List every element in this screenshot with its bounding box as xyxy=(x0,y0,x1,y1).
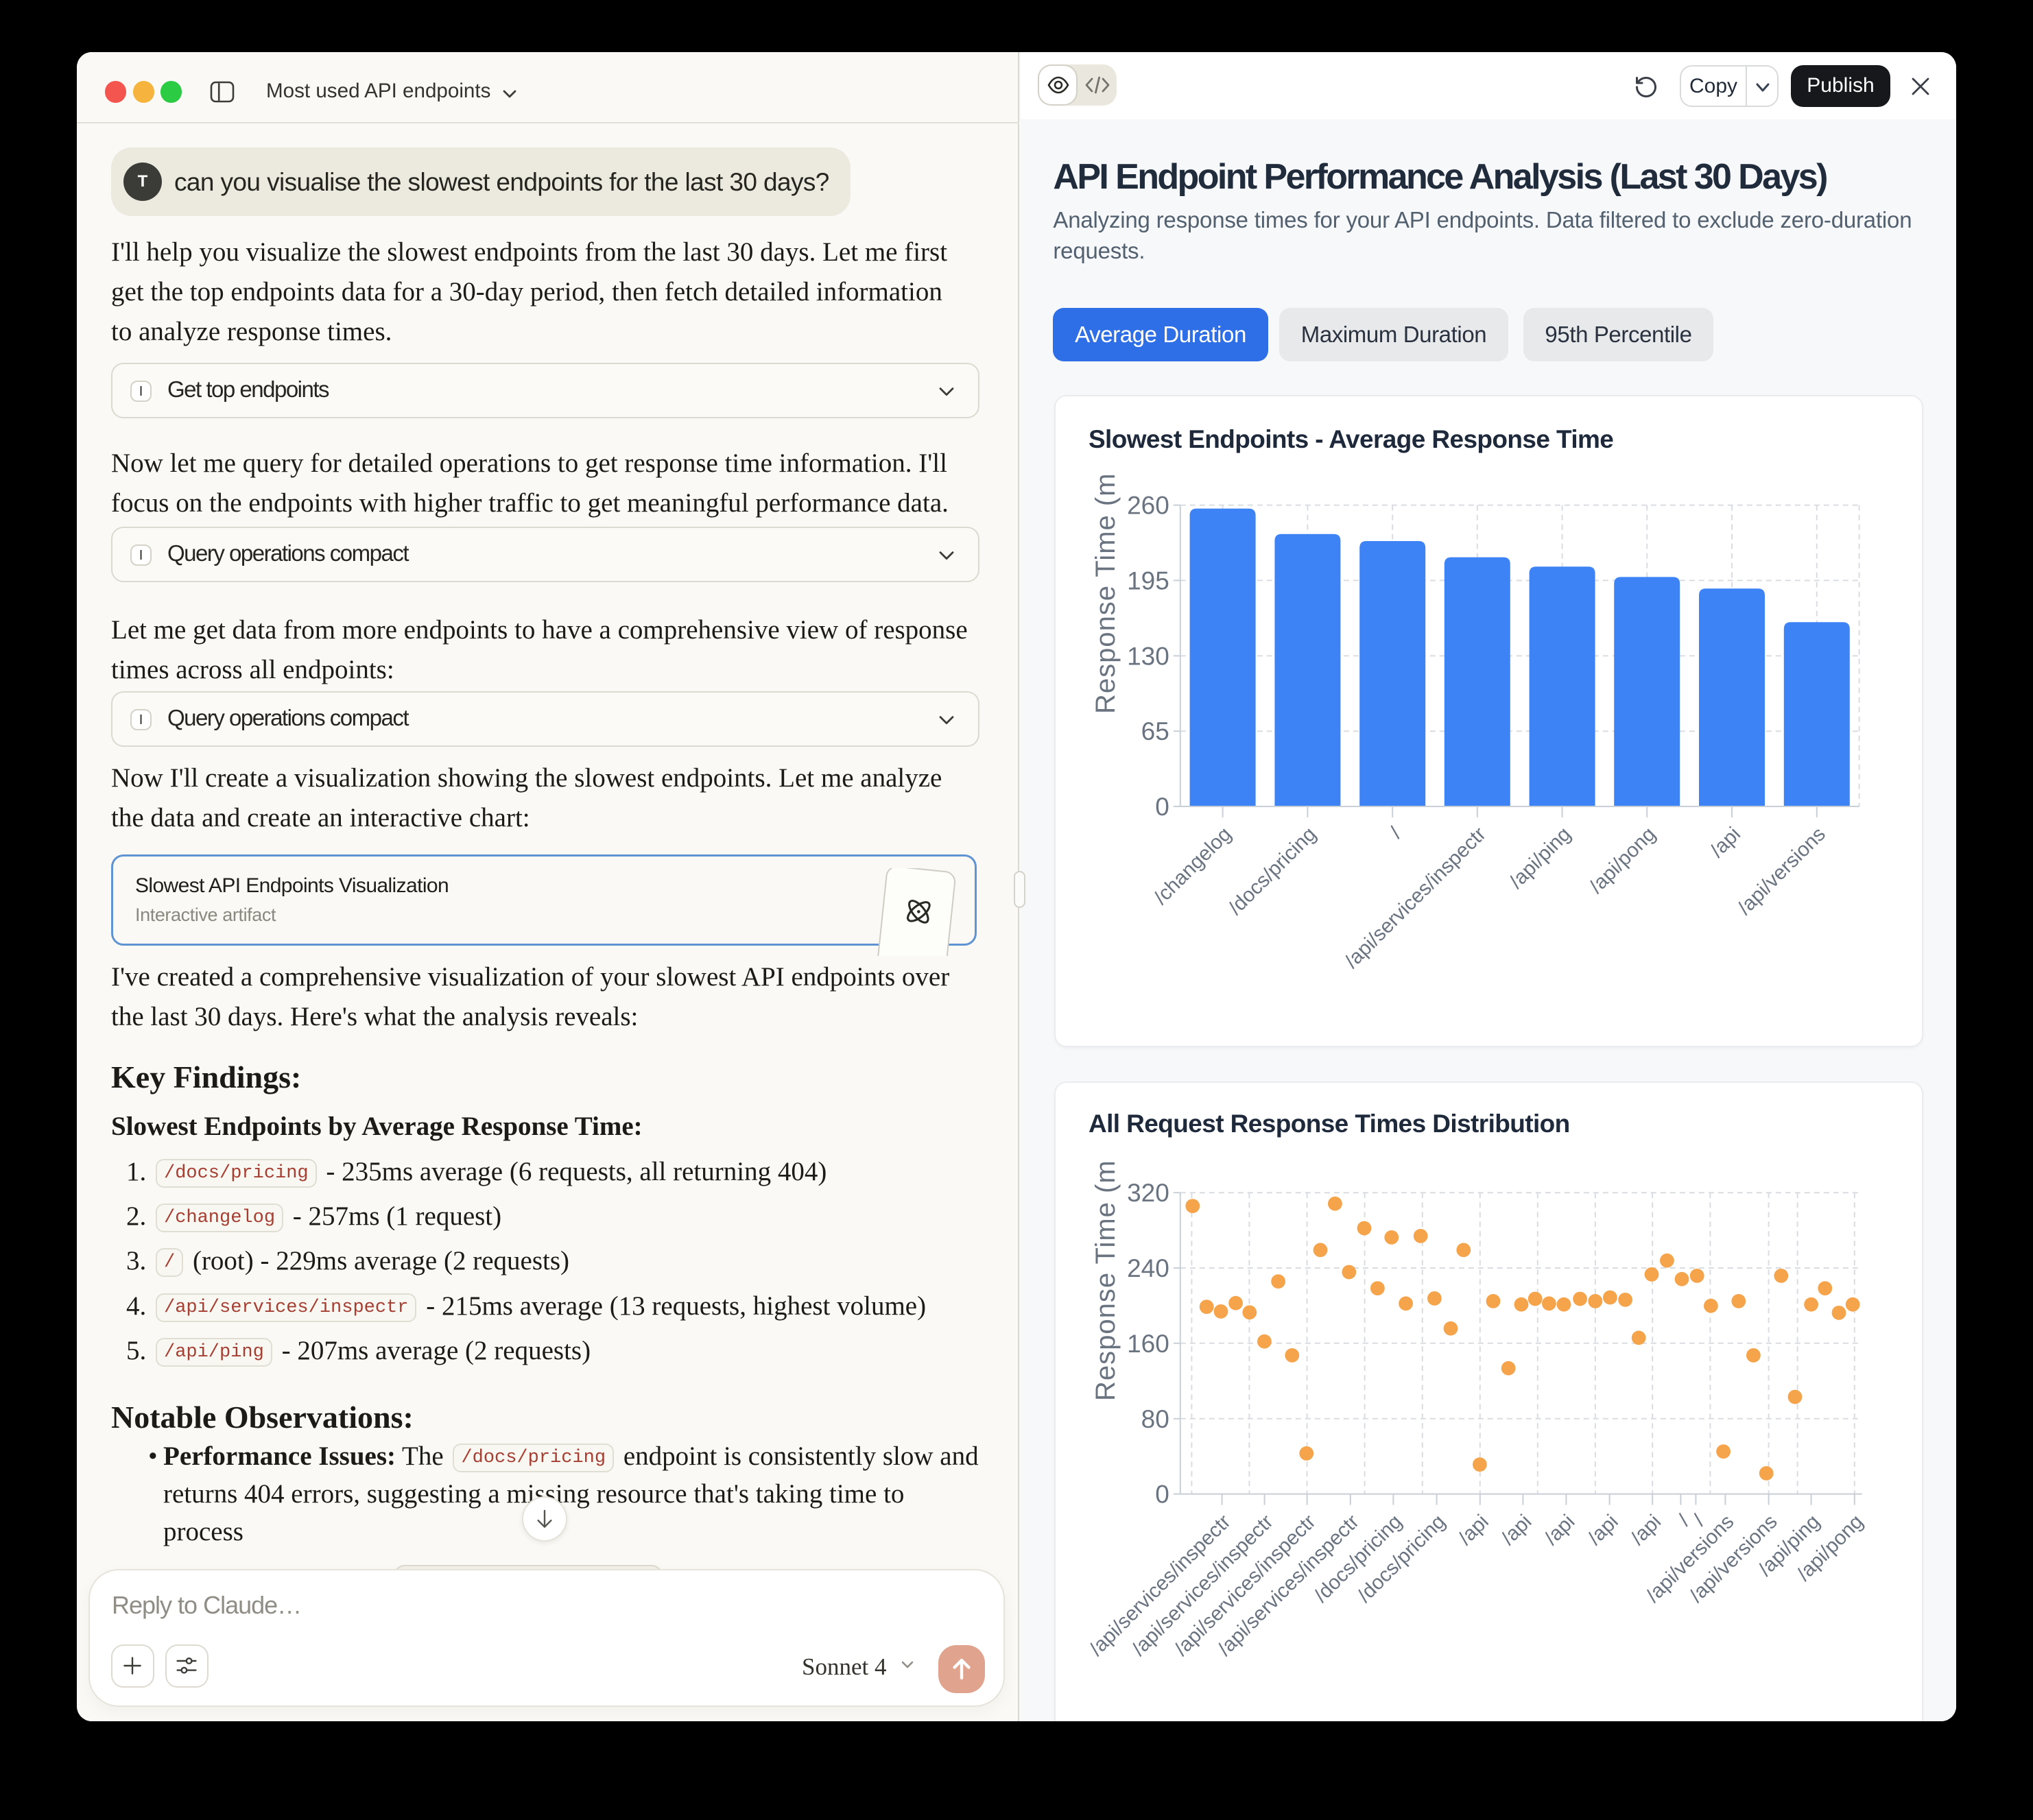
svg-text:/api: /api xyxy=(1706,823,1745,862)
svg-text:320: 320 xyxy=(1127,1179,1169,1207)
svg-text:130: 130 xyxy=(1127,642,1169,670)
svg-text:/changelog: /changelog xyxy=(1150,823,1236,909)
svg-text:195: 195 xyxy=(1127,566,1169,595)
svg-text:All Request Response Times Dis: All Request Response Times Distribution xyxy=(1089,1110,1570,1138)
svg-text:/api: /api xyxy=(1626,1510,1665,1549)
svg-text:/api/pong: /api/pong xyxy=(1585,823,1660,898)
svg-text:0: 0 xyxy=(1155,793,1169,821)
svg-text:/api/versions: /api/versions xyxy=(1733,823,1830,920)
svg-text:/docs/pricing: /docs/pricing xyxy=(1224,823,1321,920)
svg-text:240: 240 xyxy=(1127,1254,1169,1282)
svg-text:260: 260 xyxy=(1127,492,1169,520)
svg-text:/api/ping: /api/ping xyxy=(1505,823,1575,893)
svg-text:Slowest Endpoints - Average Re: Slowest Endpoints - Average Response Tim… xyxy=(1089,425,1613,453)
svg-text:80: 80 xyxy=(1141,1405,1169,1433)
svg-text:/api/services/inspectr: /api/services/inspectr xyxy=(1340,823,1490,973)
svg-text:0: 0 xyxy=(1155,1481,1169,1509)
svg-text:/api: /api xyxy=(1540,1510,1579,1549)
svg-text:/api: /api xyxy=(1454,1510,1493,1549)
svg-text:/: / xyxy=(1386,822,1406,843)
svg-text:Response Time (m: Response Time (m xyxy=(1091,1160,1121,1401)
svg-text:65: 65 xyxy=(1141,717,1169,745)
svg-text:160: 160 xyxy=(1127,1330,1169,1358)
svg-text:/api: /api xyxy=(1497,1510,1536,1549)
svg-text:/api: /api xyxy=(1584,1510,1623,1549)
svg-text:Response Time (m: Response Time (m xyxy=(1091,472,1121,714)
